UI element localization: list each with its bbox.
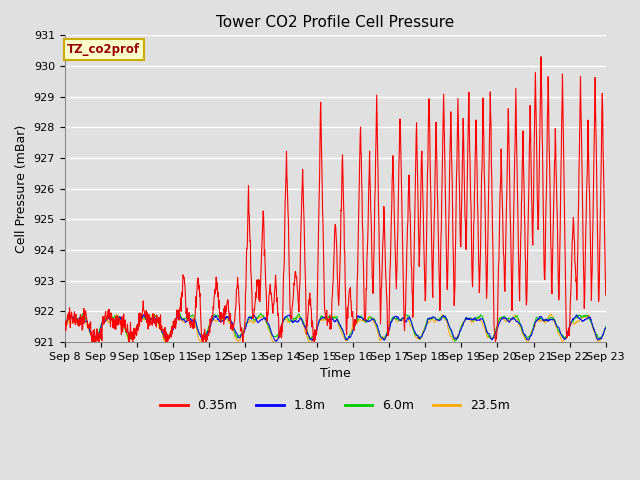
- X-axis label: Time: Time: [320, 367, 351, 380]
- Y-axis label: Cell Pressure (mBar): Cell Pressure (mBar): [15, 124, 28, 253]
- Legend: 0.35m, 1.8m, 6.0m, 23.5m: 0.35m, 1.8m, 6.0m, 23.5m: [155, 394, 515, 417]
- Title: Tower CO2 Profile Cell Pressure: Tower CO2 Profile Cell Pressure: [216, 15, 454, 30]
- Text: TZ_co2prof: TZ_co2prof: [67, 43, 141, 56]
